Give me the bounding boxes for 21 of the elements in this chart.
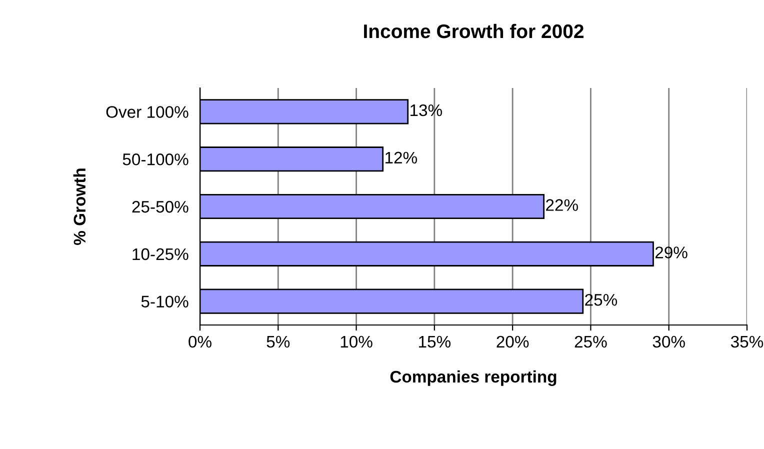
y-tick-label: Over 100% <box>106 106 188 118</box>
y-axis-title: % Growth <box>73 168 86 245</box>
x-tick-label: 25% <box>574 336 607 348</box>
x-tick-label: 30% <box>652 336 685 348</box>
x-tick-label: 5% <box>266 336 290 348</box>
x-axis-title: Companies reporting <box>390 370 556 386</box>
data-label: 29% <box>655 246 688 258</box>
data-label: 13% <box>410 104 442 116</box>
y-tick-label: 5-10% <box>141 296 188 308</box>
data-label: 22% <box>546 199 578 211</box>
chart-title: Income Growth for 2002 <box>364 24 584 38</box>
x-tick-label: 10% <box>340 336 372 348</box>
data-label: 25% <box>585 294 618 306</box>
x-tick-label: 35% <box>730 336 764 348</box>
data-label: 12% <box>386 152 418 164</box>
y-tick-label: 10-25% <box>132 248 188 260</box>
x-tick-label: 20% <box>496 336 529 348</box>
y-tick-label: 50-100% <box>122 154 188 166</box>
y-tick-label: 25-50% <box>132 200 188 213</box>
x-tick-label: 0% <box>188 336 212 348</box>
x-tick-label: 15% <box>419 336 451 348</box>
